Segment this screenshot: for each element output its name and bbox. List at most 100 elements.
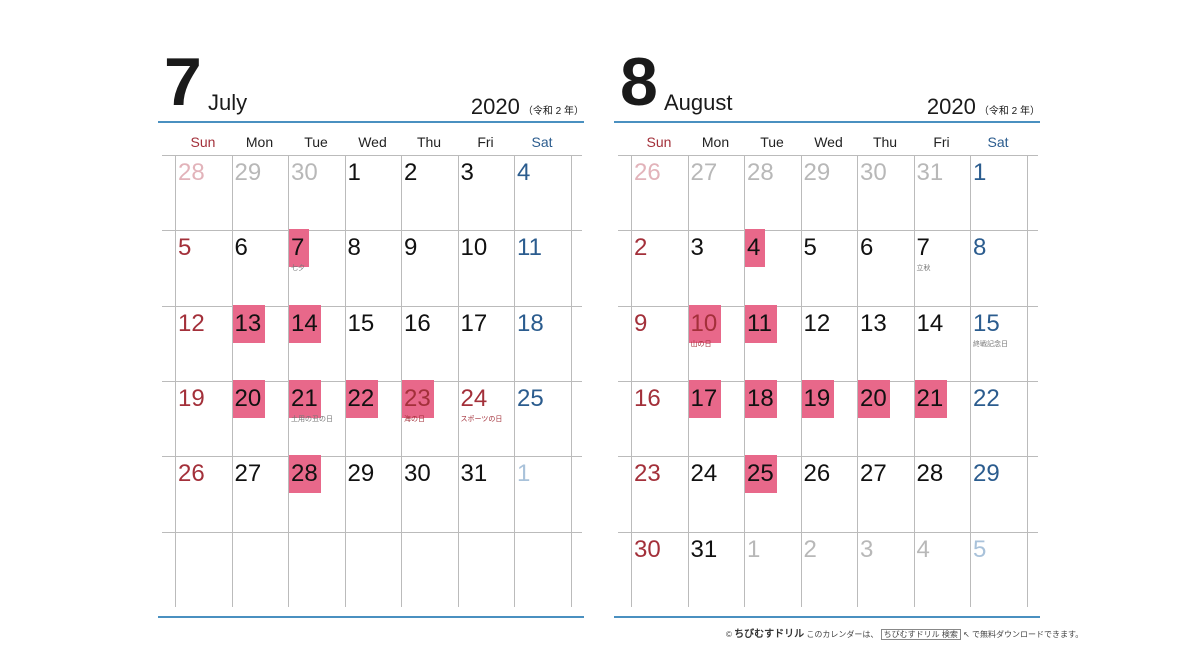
day-number: 25 <box>517 384 544 412</box>
day-cell[interactable]: 11 <box>744 304 800 381</box>
day-cell[interactable]: 30 <box>631 532 687 607</box>
day-cell[interactable]: 27 <box>688 155 744 230</box>
day-number: 10 <box>460 234 488 262</box>
day-cell[interactable]: 10 山の日 <box>688 304 744 381</box>
day-cell[interactable]: 25 <box>744 455 800 531</box>
day-cell[interactable]: 30 <box>288 155 344 230</box>
day-cell[interactable]: 17 <box>458 306 514 381</box>
day-cell[interactable]: 12 <box>801 306 857 381</box>
day-cell[interactable]: 16 <box>401 306 457 381</box>
day-cell[interactable]: 3 <box>458 155 514 230</box>
day-number: 12 <box>803 309 831 337</box>
day-cell[interactable]: 18 <box>744 379 800 456</box>
day-cell[interactable]: 27 <box>232 456 288 531</box>
day-cell[interactable]: 29 <box>970 456 1026 531</box>
day-cell[interactable]: 23 <box>631 456 687 531</box>
day-cell[interactable]: 14 <box>914 306 970 381</box>
day-cell[interactable]: 11 <box>514 230 570 305</box>
day-cell[interactable]: 28 <box>744 155 800 230</box>
day-cell[interactable]: 3 <box>857 532 913 607</box>
day-cell[interactable]: 18 <box>514 306 570 381</box>
day-cell[interactable]: 24 <box>688 456 744 531</box>
day-cell[interactable]: 7 立秋 <box>914 230 970 305</box>
grid-line <box>857 155 858 607</box>
day-cell[interactable]: 26 <box>175 456 231 531</box>
grid-line <box>231 155 233 607</box>
grid-line <box>618 305 1038 307</box>
day-cell[interactable]: 26 <box>631 155 687 230</box>
day-number: 13 <box>234 309 262 337</box>
day-cell[interactable]: 15 <box>345 306 401 381</box>
day-number: 2 <box>803 535 817 563</box>
day-cell[interactable]: 13 <box>857 306 913 381</box>
day-number: 10 <box>690 309 718 337</box>
day-cell[interactable]: 31 <box>688 532 744 607</box>
day-cell[interactable]: 28 <box>175 155 231 230</box>
day-cell[interactable]: 8 <box>345 230 401 305</box>
weekday-header: Sun <box>190 134 216 150</box>
day-cell[interactable]: 12 <box>175 306 231 381</box>
day-number: 28 <box>291 460 318 488</box>
day-cell[interactable]: 27 <box>857 456 913 531</box>
day-cell[interactable]: 16 <box>631 381 687 456</box>
day-cell[interactable]: 5 <box>801 230 857 305</box>
day-cell[interactable]: 25 <box>514 381 570 456</box>
day-number: 31 <box>690 535 718 563</box>
day-cell[interactable]: 29 <box>801 155 857 230</box>
day-cell[interactable]: 26 <box>801 456 857 531</box>
day-cell[interactable]: 8 <box>970 230 1026 305</box>
day-cell[interactable]: 22 <box>970 381 1026 456</box>
grid-line <box>288 155 289 607</box>
day-cell[interactable]: 19 <box>175 381 231 456</box>
day-number: 21 <box>291 384 318 412</box>
day-number: 9 <box>404 234 418 262</box>
day-cell[interactable]: 6 <box>232 230 288 305</box>
highlight-marker <box>745 379 777 418</box>
day-cell[interactable]: 2 <box>401 155 457 230</box>
day-cell[interactable]: 20 <box>232 379 288 456</box>
day-cell[interactable]: 23 海の日 <box>401 379 457 456</box>
day-cell[interactable]: 1 <box>345 155 401 230</box>
day-cell[interactable]: 21 土用の丑の日 <box>288 379 344 456</box>
day-cell[interactable]: 1 <box>514 456 570 531</box>
day-cell[interactable]: 7 七夕 <box>288 229 344 305</box>
day-cell[interactable]: 4 <box>914 532 970 607</box>
day-cell[interactable]: 9 <box>631 306 687 381</box>
day-number: 22 <box>347 384 375 412</box>
divider <box>614 616 1040 618</box>
day-number: 1 <box>973 159 987 186</box>
day-cell[interactable]: 9 <box>401 230 457 305</box>
day-number: 29 <box>803 159 831 186</box>
day-cell[interactable]: 21 <box>914 379 970 456</box>
day-cell[interactable]: 4 <box>514 155 570 230</box>
day-cell[interactable]: 30 <box>857 155 913 230</box>
day-number: 4 <box>916 535 930 563</box>
day-cell[interactable]: 17 <box>688 379 744 456</box>
day-cell[interactable]: 1 <box>970 155 1026 230</box>
day-cell[interactable]: 5 <box>970 532 1026 607</box>
day-cell[interactable]: 31 <box>458 456 514 531</box>
day-cell[interactable]: 2 <box>801 532 857 607</box>
day-cell[interactable]: 29 <box>232 155 288 230</box>
day-cell[interactable]: 2 <box>631 230 687 305</box>
day-cell[interactable]: 4 <box>744 229 800 305</box>
day-cell[interactable]: 5 <box>175 230 231 305</box>
day-cell[interactable]: 13 <box>232 304 288 381</box>
day-cell[interactable]: 3 <box>688 230 744 305</box>
day-cell[interactable]: 31 <box>914 155 970 230</box>
day-cell[interactable]: 28 <box>914 456 970 531</box>
day-cell[interactable]: 20 <box>857 379 913 456</box>
day-cell[interactable]: 10 <box>458 230 514 305</box>
day-number: 30 <box>860 159 887 186</box>
day-cell[interactable]: 19 <box>801 379 857 456</box>
day-cell[interactable]: 14 <box>288 304 344 381</box>
day-number: 21 <box>916 384 944 412</box>
day-cell[interactable]: 28 <box>288 455 344 531</box>
day-cell[interactable]: 29 <box>345 456 401 531</box>
day-cell[interactable]: 22 <box>345 379 401 456</box>
day-cell[interactable]: 30 <box>401 456 457 531</box>
day-cell[interactable]: 6 <box>857 230 913 305</box>
day-cell[interactable]: 1 <box>744 532 800 607</box>
day-cell[interactable]: 24 スポーツの日 <box>458 381 514 456</box>
day-cell[interactable]: 15 終戦記念日 <box>970 306 1026 381</box>
